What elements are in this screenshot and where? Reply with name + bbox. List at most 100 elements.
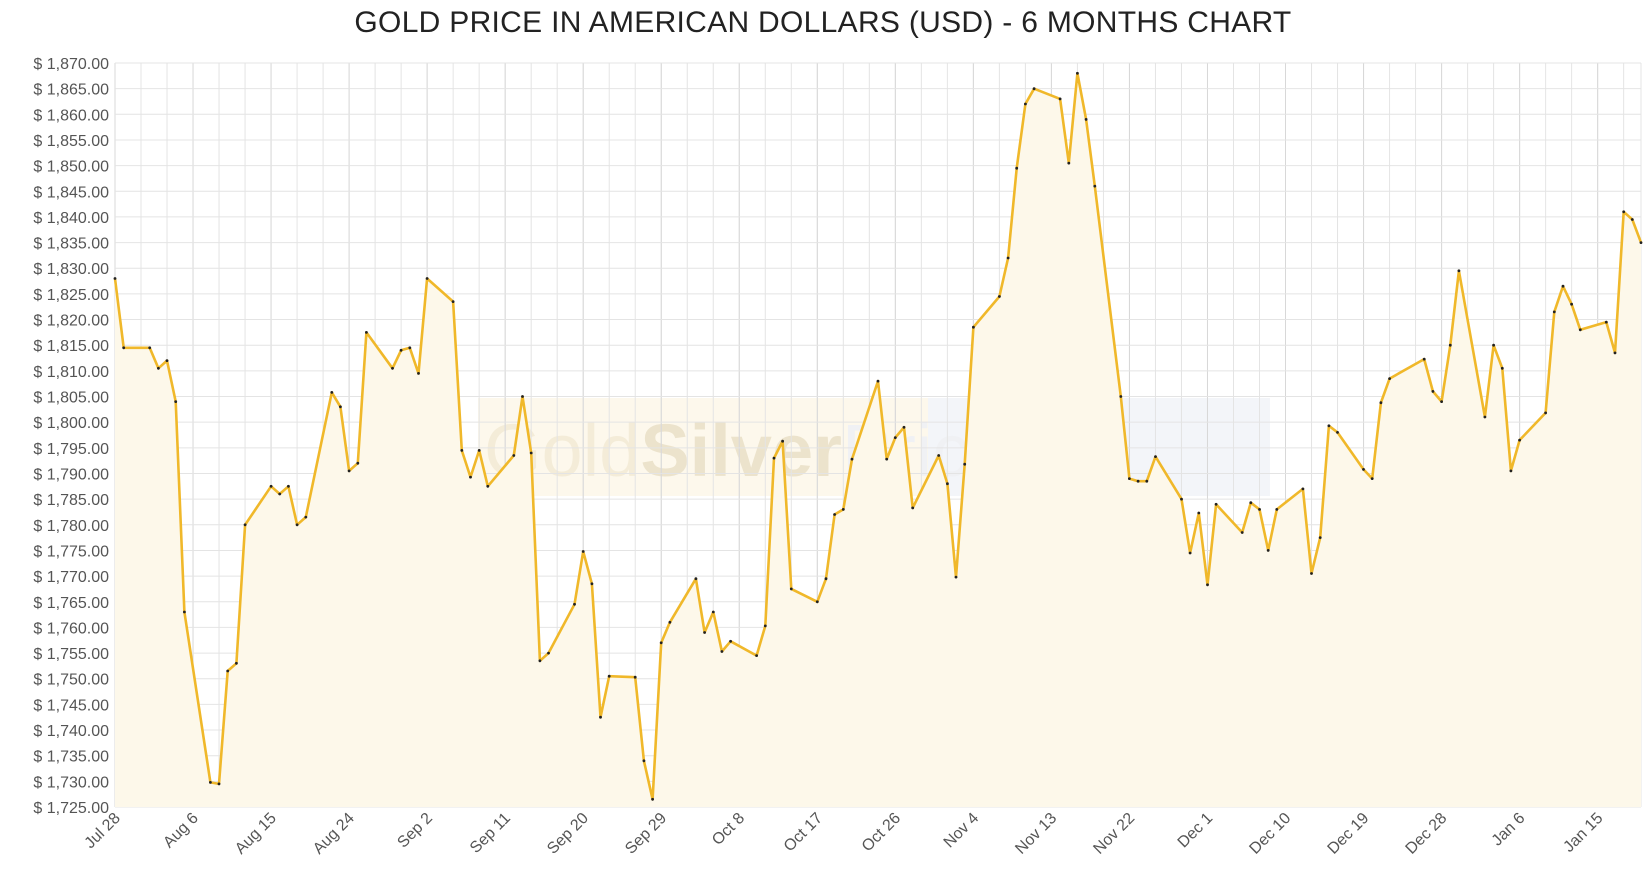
data-point — [330, 391, 334, 394]
y-tick-label: $ 1,735.00 — [33, 749, 109, 766]
data-point — [113, 277, 117, 280]
data-point — [269, 484, 273, 488]
data-point — [711, 610, 715, 614]
data-point — [946, 482, 949, 486]
x-tick-label: Nov 22 — [1090, 810, 1138, 858]
data-point — [590, 582, 594, 586]
data-point — [391, 366, 394, 370]
data-point — [1145, 479, 1149, 483]
x-tick-label: Sep 20 — [544, 810, 592, 858]
data-point — [1336, 431, 1339, 434]
data-point — [1249, 501, 1253, 505]
data-point — [763, 624, 767, 628]
data-point — [460, 449, 464, 452]
x-tick-label: Sep 29 — [622, 810, 670, 858]
data-point — [668, 620, 672, 624]
data-point — [573, 602, 576, 606]
y-tick-label: $ 1,870.00 — [33, 56, 109, 73]
y-tick-label: $ 1,785.00 — [33, 492, 109, 509]
data-point — [547, 651, 550, 655]
data-point — [1093, 184, 1097, 188]
x-tick-label: Nov 4 — [941, 810, 983, 852]
data-point — [841, 508, 845, 511]
y-tick-label: $ 1,795.00 — [33, 441, 109, 458]
y-tick-label: $ 1,780.00 — [33, 518, 109, 535]
y-tick-label: $ 1,810.00 — [33, 364, 109, 381]
data-point — [529, 451, 533, 455]
data-point — [1154, 455, 1157, 458]
data-point — [226, 669, 230, 673]
data-point — [1388, 377, 1391, 380]
data-point — [1058, 97, 1062, 101]
data-point — [703, 631, 706, 634]
data-point — [599, 715, 602, 719]
y-tick-label: $ 1,770.00 — [33, 569, 109, 586]
data-point — [1440, 400, 1443, 403]
x-tick-label: Jan 15 — [1560, 810, 1606, 856]
data-point — [581, 550, 585, 553]
data-point — [1431, 390, 1435, 393]
data-point — [339, 405, 342, 409]
data-point — [1206, 583, 1209, 587]
y-tick-label: $ 1,730.00 — [33, 774, 109, 791]
data-point — [902, 425, 906, 429]
y-tick-label: $ 1,840.00 — [33, 210, 109, 227]
data-point — [815, 600, 819, 604]
data-point — [1639, 241, 1643, 245]
data-point — [451, 300, 455, 303]
data-point — [607, 674, 611, 678]
data-point — [174, 400, 178, 403]
data-point — [425, 277, 429, 280]
data-point — [486, 484, 490, 488]
y-tick-label: $ 1,760.00 — [33, 620, 109, 637]
data-point — [1188, 551, 1192, 555]
data-point — [1258, 508, 1261, 511]
series-area — [115, 73, 1641, 808]
data-point — [1422, 357, 1426, 361]
data-point — [1275, 508, 1279, 511]
y-tick-label: $ 1,865.00 — [33, 82, 109, 99]
data-point — [183, 610, 186, 614]
data-point — [659, 641, 663, 645]
data-point — [295, 523, 299, 527]
data-point — [1067, 161, 1071, 165]
x-tick-label: Dec 10 — [1246, 810, 1294, 858]
data-point — [651, 797, 654, 801]
data-point — [1318, 536, 1322, 539]
data-point — [1310, 572, 1313, 575]
data-point — [642, 759, 646, 763]
x-tick-label: Aug 24 — [310, 810, 358, 858]
x-tick-label: Oct 17 — [781, 810, 826, 855]
x-tick-label: Dec 19 — [1325, 810, 1373, 858]
y-tick-label: $ 1,850.00 — [33, 159, 109, 176]
y-tick-label: $ 1,805.00 — [33, 390, 109, 407]
data-point — [1509, 469, 1513, 473]
data-point — [217, 782, 221, 786]
data-point — [148, 346, 152, 350]
data-point — [937, 454, 941, 457]
data-point — [1448, 343, 1452, 347]
data-point — [235, 661, 238, 665]
data-point — [1301, 487, 1305, 491]
data-point — [729, 639, 732, 643]
data-point — [1457, 269, 1461, 273]
data-point — [287, 484, 290, 488]
data-point — [209, 781, 212, 784]
y-tick-label: $ 1,825.00 — [33, 287, 109, 304]
data-point — [304, 515, 308, 519]
x-tick-label: Dec 1 — [1175, 810, 1217, 852]
data-point — [122, 346, 126, 350]
x-tick-label: Oct 8 — [709, 810, 748, 849]
x-tick-label: Sep 2 — [394, 810, 436, 852]
y-tick-label: $ 1,740.00 — [33, 723, 109, 740]
data-point — [278, 492, 282, 496]
data-point — [911, 506, 915, 510]
data-point — [469, 475, 472, 479]
data-point — [876, 379, 880, 383]
price-line — [113, 72, 1643, 801]
chart-title: GOLD PRICE IN AMERICAN DOLLARS (USD) - 6… — [354, 6, 1292, 39]
x-tick-label: Dec 28 — [1403, 810, 1451, 858]
data-point — [1240, 531, 1244, 534]
data-point — [1006, 256, 1010, 260]
